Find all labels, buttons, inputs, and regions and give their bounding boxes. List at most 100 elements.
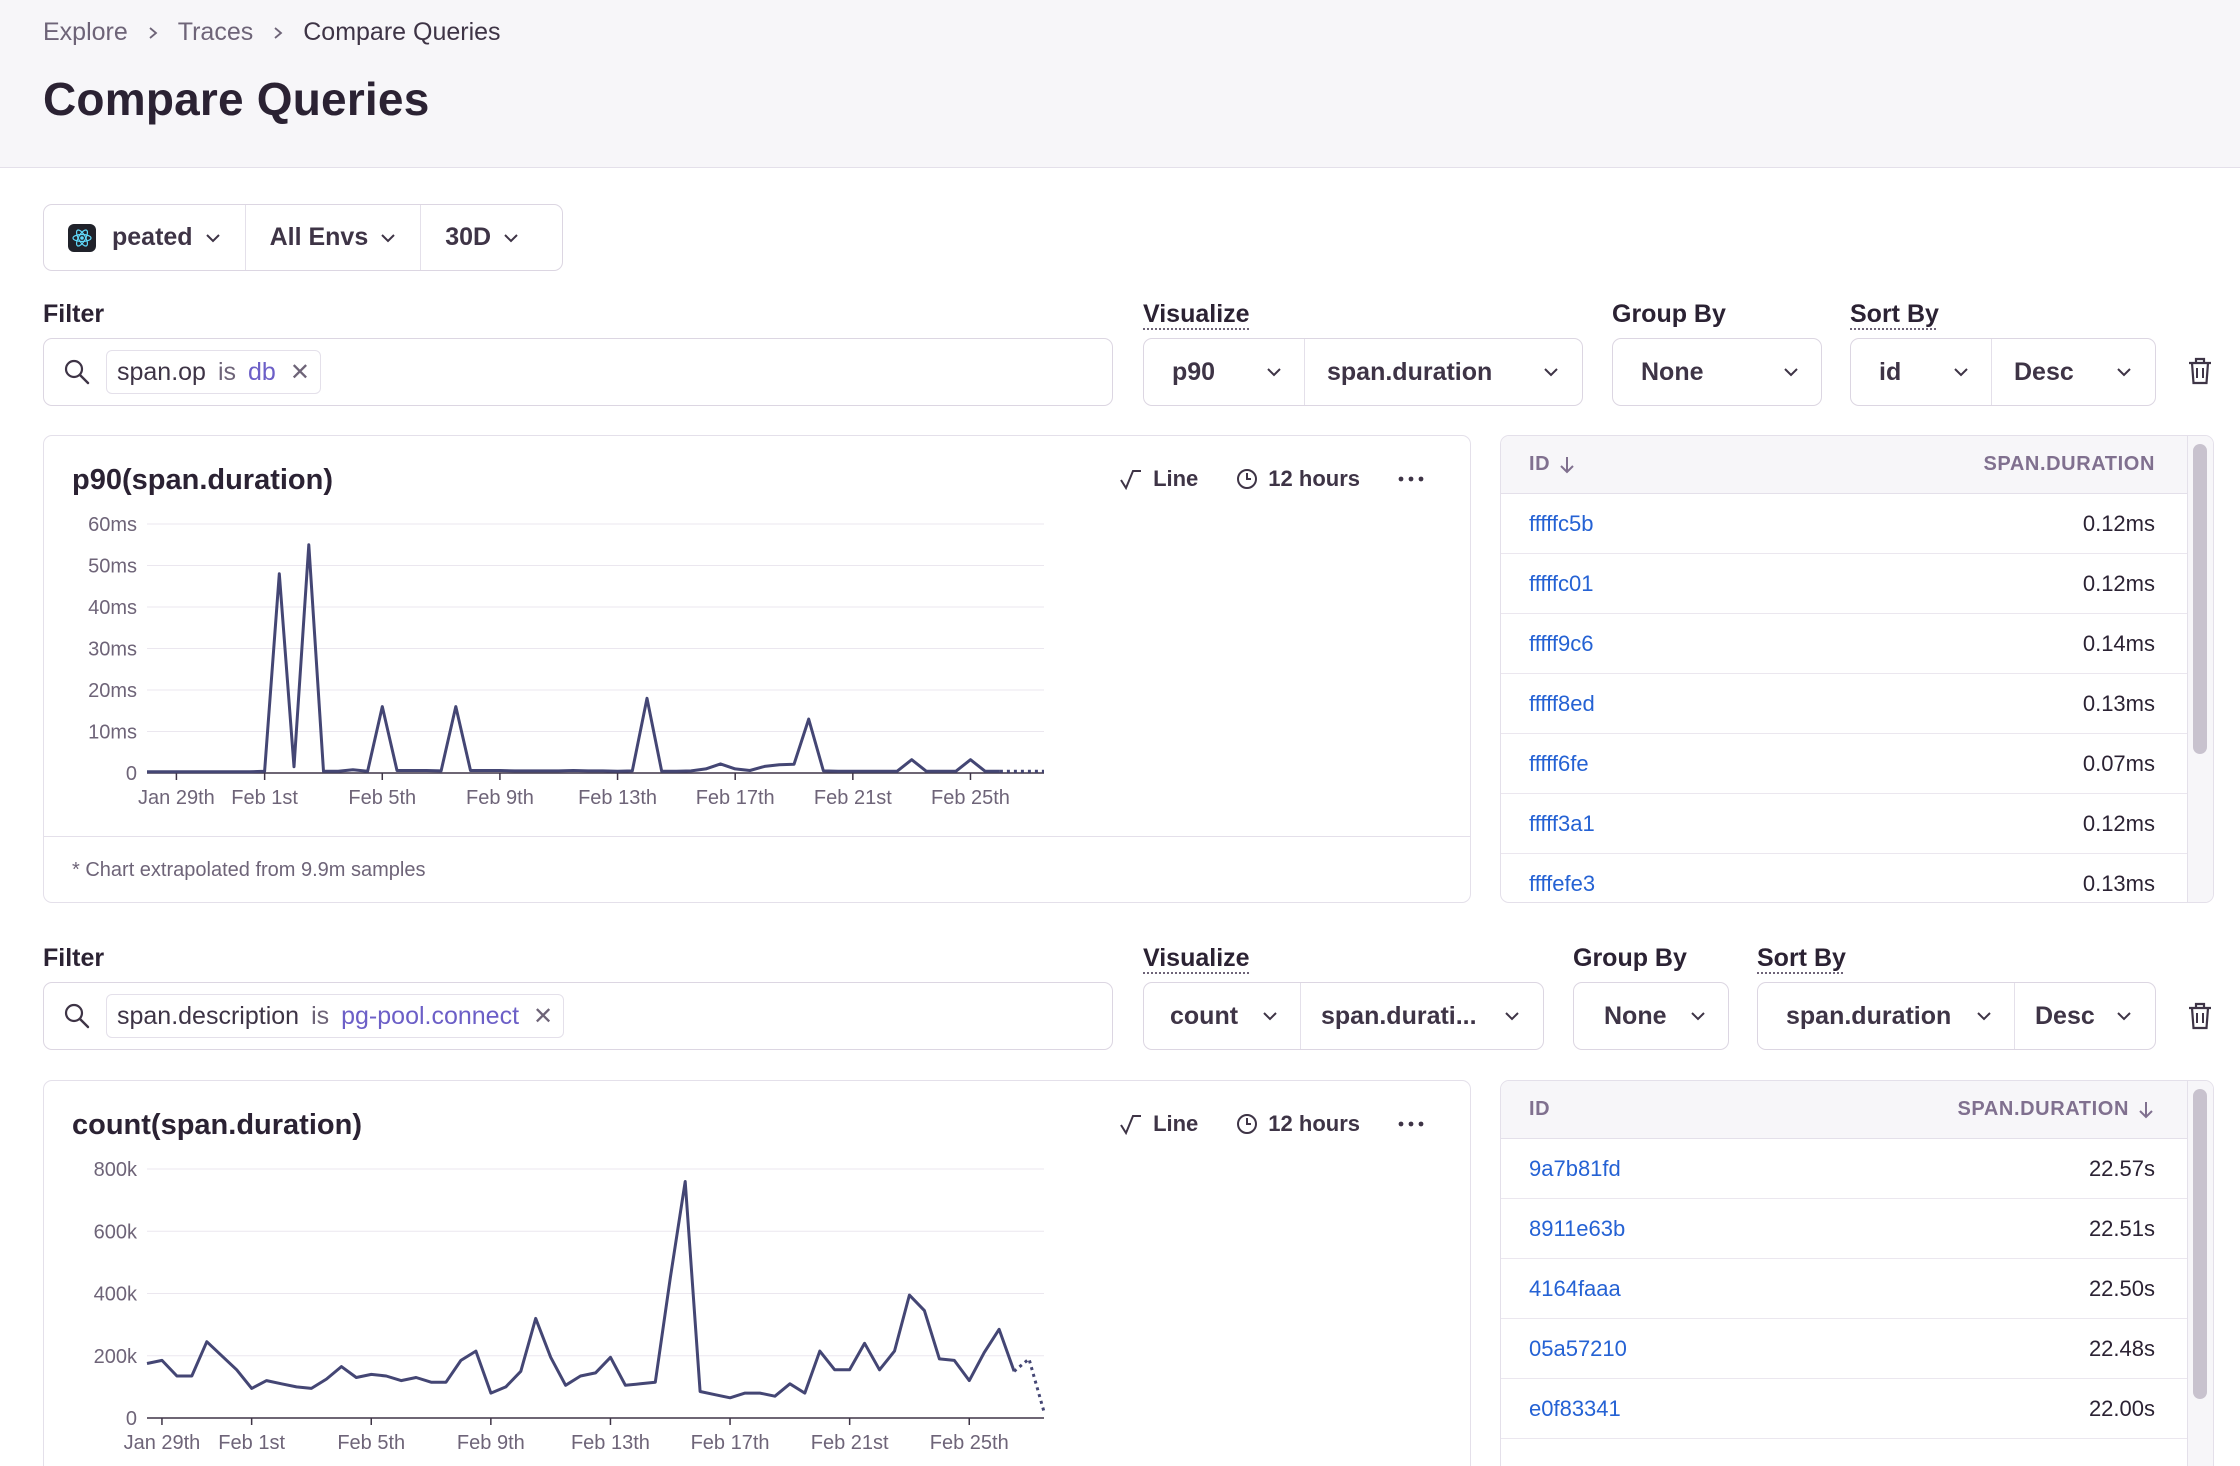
search-input[interactable]: span.op is db ✕ <box>43 338 1113 406</box>
column-header-id[interactable]: ID <box>1529 453 1576 476</box>
data-point[interactable] <box>413 1375 419 1381</box>
data-point[interactable] <box>144 769 150 775</box>
data-point[interactable] <box>294 1384 300 1390</box>
trace-id-link[interactable]: 05a57210 <box>1529 1335 1627 1361</box>
data-point[interactable] <box>409 768 415 774</box>
data-point[interactable] <box>335 768 341 774</box>
trace-id-link[interactable]: fffff8ed <box>1529 690 1595 716</box>
data-point[interactable] <box>503 1384 509 1390</box>
trace-id-link[interactable]: fffff9c6 <box>1529 630 1594 656</box>
data-point[interactable] <box>909 757 915 763</box>
data-point[interactable] <box>938 768 944 774</box>
data-point[interactable] <box>762 763 768 769</box>
data-point[interactable] <box>593 1370 599 1376</box>
close-icon[interactable]: ✕ <box>533 1002 554 1030</box>
data-point[interactable] <box>279 1381 285 1387</box>
data-point[interactable] <box>951 1357 957 1363</box>
data-point[interactable] <box>877 1367 883 1373</box>
date-range-selector[interactable]: 30D <box>420 205 543 270</box>
data-point[interactable] <box>159 1357 165 1363</box>
data-point[interactable] <box>727 1395 733 1401</box>
sort-order-select[interactable]: Desc <box>1991 339 2154 405</box>
data-point[interactable] <box>394 768 400 774</box>
data-point[interactable] <box>717 761 723 767</box>
data-point[interactable] <box>832 1367 838 1373</box>
data-point[interactable] <box>894 768 900 774</box>
data-point[interactable] <box>862 1340 868 1346</box>
data-point[interactable] <box>817 1348 823 1354</box>
filter-token-operator[interactable]: is <box>217 357 237 386</box>
data-point[interactable] <box>747 768 753 774</box>
scrollbar-thumb[interactable] <box>2193 444 2207 754</box>
data-point[interactable] <box>997 768 1003 774</box>
data-point[interactable] <box>637 1381 643 1387</box>
data-point[interactable] <box>865 768 871 774</box>
data-point[interactable] <box>688 768 694 774</box>
data-point[interactable] <box>276 571 282 577</box>
data-point[interactable] <box>473 1348 479 1354</box>
data-point[interactable] <box>703 766 709 772</box>
data-point[interactable] <box>981 1350 987 1356</box>
data-point[interactable] <box>232 769 238 775</box>
data-point[interactable] <box>144 1361 150 1367</box>
data-point[interactable] <box>966 1378 972 1384</box>
data-point[interactable] <box>906 1292 912 1298</box>
data-point[interactable] <box>204 1339 210 1345</box>
data-point[interactable] <box>338 1364 344 1370</box>
data-point[interactable] <box>850 768 856 774</box>
trace-id-link[interactable]: fffff3a1 <box>1529 810 1595 836</box>
data-point[interactable] <box>757 1390 763 1396</box>
data-point[interactable] <box>629 768 635 774</box>
data-point[interactable] <box>936 1356 942 1362</box>
data-point[interactable] <box>518 1368 524 1374</box>
data-point[interactable] <box>159 769 165 775</box>
chart-type-button[interactable]: Line <box>1119 1111 1198 1137</box>
data-point[interactable] <box>1026 1356 1032 1362</box>
data-point[interactable] <box>218 769 224 775</box>
data-point[interactable] <box>174 1373 180 1379</box>
data-point[interactable] <box>892 1348 898 1354</box>
search-input[interactable]: span.description is pg-pool.connect ✕ <box>43 982 1113 1050</box>
data-point[interactable] <box>468 768 474 774</box>
data-point[interactable] <box>423 768 429 774</box>
table-scrollbar[interactable] <box>2187 1081 2213 1466</box>
delete-query-button[interactable] <box>2186 1001 2214 1031</box>
data-point[interactable] <box>615 768 621 774</box>
group-by-select[interactable]: None <box>1573 982 1729 1050</box>
data-point[interactable] <box>1012 768 1018 774</box>
data-point[interactable] <box>791 761 797 767</box>
data-point[interactable] <box>453 704 459 710</box>
trace-id-link[interactable]: 9a7b81fd <box>1529 1155 1621 1181</box>
data-point[interactable] <box>607 1354 613 1360</box>
filter-token-value[interactable]: db <box>248 357 276 386</box>
scrollbar-thumb[interactable] <box>2193 1089 2207 1399</box>
data-point[interactable] <box>996 1326 1002 1332</box>
chart-type-button[interactable]: Line <box>1119 466 1198 492</box>
data-point[interactable] <box>1011 1368 1017 1374</box>
data-point[interactable] <box>541 768 547 774</box>
data-point[interactable] <box>556 768 562 774</box>
sort-field-select[interactable]: id <box>1851 339 1991 405</box>
trace-id-link[interactable]: 8911e63b <box>1529 1215 1626 1241</box>
data-point[interactable] <box>1041 1409 1047 1415</box>
data-point[interactable] <box>379 704 385 710</box>
data-point[interactable] <box>353 1375 359 1381</box>
data-point[interactable] <box>982 768 988 774</box>
trace-id-link[interactable]: fffff6fe <box>1529 750 1589 776</box>
data-point[interactable] <box>262 768 268 774</box>
data-point[interactable] <box>533 1315 539 1321</box>
sort-field-select[interactable]: span.duration <box>1758 983 2014 1049</box>
data-point[interactable] <box>264 1378 270 1384</box>
data-point[interactable] <box>383 1373 389 1379</box>
interval-button[interactable]: 12 hours <box>1236 466 1360 492</box>
data-point[interactable] <box>247 769 253 775</box>
data-point[interactable] <box>600 768 606 774</box>
trace-id-link[interactable]: fffffc5b <box>1529 510 1594 536</box>
data-point[interactable] <box>820 768 826 774</box>
delete-query-button[interactable] <box>2186 356 2214 386</box>
data-point[interactable] <box>921 1308 927 1314</box>
data-point[interactable] <box>308 1385 314 1391</box>
data-point[interactable] <box>291 764 297 770</box>
data-point[interactable] <box>802 1390 808 1396</box>
filter-token[interactable]: span.description is pg-pool.connect ✕ <box>106 994 565 1038</box>
